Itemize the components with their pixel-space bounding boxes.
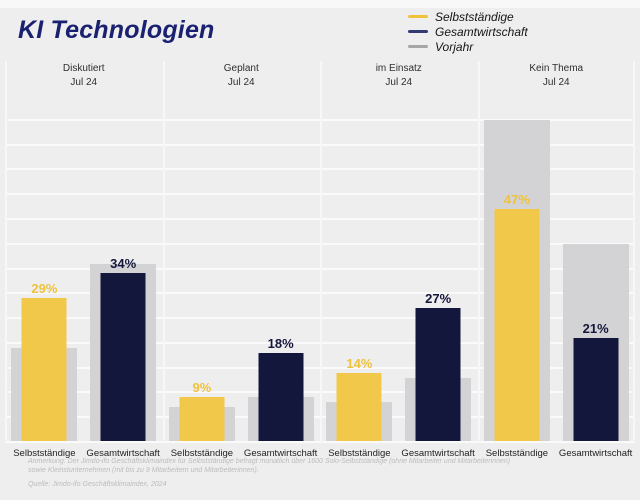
legend-item-selbststaendige: Selbstständige — [408, 9, 528, 24]
value-label: 9% — [192, 380, 212, 396]
value-label: 34% — [110, 256, 137, 272]
legend-item-vorjahr: Vorjahr — [408, 39, 528, 54]
axis-label: Gesamtwirtschaft — [86, 448, 160, 459]
value-label: 14% — [346, 355, 373, 371]
bar-selbststaendige — [494, 209, 540, 442]
value-label: 27% — [425, 291, 452, 307]
panel-divider — [162, 61, 165, 442]
bar-selbststaendige — [336, 372, 382, 442]
plot-area: 29% Selbstständige 34% Gesamtwirtschaft 9% Se… — [5, 61, 636, 459]
legend-label: Selbstständige — [435, 9, 514, 24]
bar-group: 34% Gesamtwirtschaft — [84, 95, 163, 459]
axis-label: Gesamtwirtschaft — [401, 448, 475, 459]
axis-label: Selbstständige — [328, 448, 391, 459]
axis-label: Selbstständige — [170, 448, 234, 459]
panel-divider — [320, 61, 322, 442]
footnote: Anmerkung: Der Jimdo-ifo Geschäftsklimai… — [28, 458, 510, 475]
bar-group: 21% Gesamtwirtschaft — [556, 95, 635, 459]
panel-header-title: Kein Thema — [529, 63, 584, 74]
panel-header-period: Jul 24 — [227, 77, 255, 88]
panel-header: Diskutiert Jul 24 — [5, 62, 163, 90]
axis-label: Selbstständige — [13, 448, 76, 459]
panel-header: Kein Thema Jul 24 — [478, 62, 636, 90]
bar-gesamtwirtschaft — [415, 308, 461, 442]
panel-divider — [633, 61, 635, 442]
bar-gesamtwirtschaft — [100, 273, 146, 442]
value-label: 21% — [582, 320, 609, 336]
panel: 14% Selbstständige 27% Gesamtwirtschaft — [320, 95, 478, 459]
panel-header-period: Jul 24 — [542, 77, 570, 88]
bar-group: 29% Selbstständige — [5, 95, 84, 459]
value-label: 47% — [503, 192, 530, 208]
panel-header-title: Diskutiert — [62, 63, 105, 74]
bar-gesamtwirtschaft — [573, 337, 619, 442]
panel-header-period: Jul 24 — [70, 77, 98, 88]
axis-label: Gesamtwirtschaft — [558, 448, 633, 459]
bar-group: 47% Selbstständige — [478, 95, 557, 459]
legend-label: Vorjahr — [435, 39, 474, 54]
legend-swatch-yellow-icon — [408, 15, 428, 18]
panel-headers: Diskutiert Jul 24 Geplant Jul 24 im Einsatz J… — [5, 62, 635, 90]
panel-header-period: Jul 24 — [385, 77, 413, 88]
bar-gesamtwirtschaft — [258, 352, 304, 442]
legend-swatch-navy-icon — [408, 30, 428, 33]
panel: 29% Selbstständige 34% Gesamtwirtschaft — [5, 95, 163, 459]
x-axis-baseline — [5, 441, 635, 443]
axis-label: Selbstständige — [485, 448, 549, 459]
value-label: 18% — [267, 335, 294, 351]
panel: 9% Selbstständige 18% Gesamtwirtschaft — [163, 95, 321, 459]
panel-header-title: Geplant — [223, 63, 259, 74]
bar-group: 9% Selbstständige — [163, 95, 242, 459]
chart-title: KI Technologien — [18, 16, 215, 44]
source-note: Quelle: Jimdo-ifo Geschäftsklimaindex, 2… — [28, 481, 167, 488]
bar-selbststaendige — [21, 298, 67, 442]
plot-panels: 29% Selbstständige 34% Gesamtwirtschaft 9% Se… — [5, 95, 636, 459]
footnote-line1: Anmerkung: Der Jimdo-ifo Geschäftsklimai… — [28, 458, 511, 465]
panel-header: Geplant Jul 24 — [163, 62, 321, 90]
panel: 47% Selbstständige 21% Gesamtwirtschaft — [478, 95, 636, 459]
bar-group: 14% Selbstständige — [320, 95, 399, 459]
footnote-line2: sowie Kleinstunternehmen (mit bis zu 9 M… — [28, 466, 259, 474]
axis-label: Gesamtwirtschaft — [243, 448, 318, 459]
value-label: 29% — [31, 281, 58, 297]
panel-header: im Einsatz Jul 24 — [320, 62, 478, 90]
panel-header-title: im Einsatz — [375, 63, 422, 74]
bar-group: 18% Gesamtwirtschaft — [241, 95, 320, 459]
bar-selbststaendige — [179, 397, 225, 442]
legend-swatch-gray-icon — [408, 45, 428, 48]
legend: Selbstständige Gesamtwirtschaft Vorjahr — [408, 9, 528, 54]
top-margin-band — [0, 0, 640, 8]
panel-divider — [5, 61, 7, 442]
legend-item-gesamtwirtschaft: Gesamtwirtschaft — [408, 24, 528, 39]
legend-label: Gesamtwirtschaft — [435, 24, 528, 39]
bar-group: 27% Gesamtwirtschaft — [399, 95, 478, 459]
panel-divider — [477, 61, 480, 442]
